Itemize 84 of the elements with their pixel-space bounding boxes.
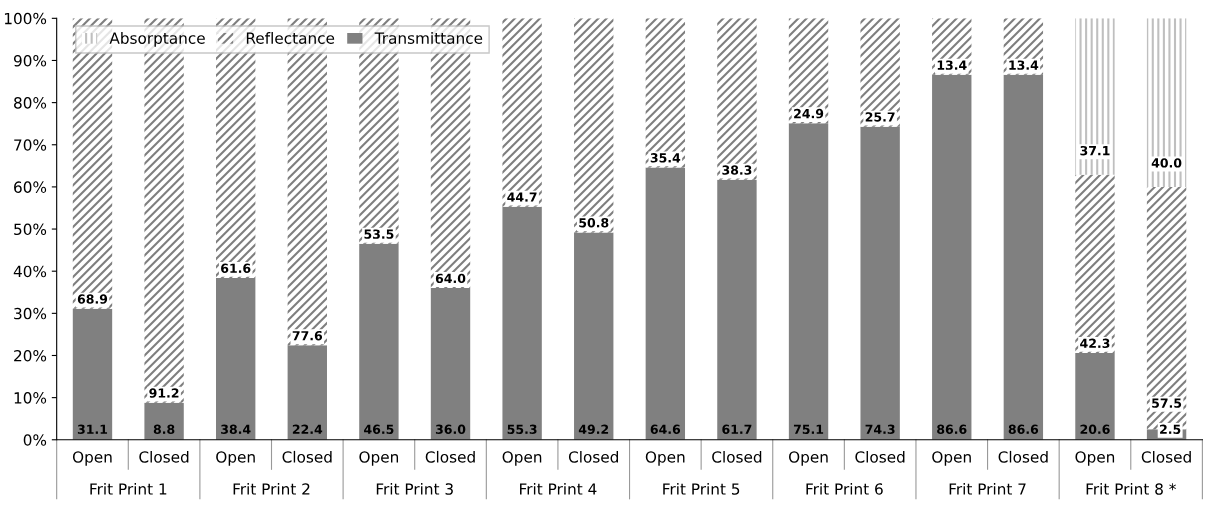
data-label: 86.6 (937, 424, 967, 434)
y-tick-label: 60% (14, 181, 47, 193)
bar (502, 18, 542, 207)
data-label: 68.9 (77, 294, 108, 304)
y-tick-label: 70% (14, 139, 47, 151)
x-tick-label: Open (216, 451, 255, 466)
text: Frit Print 7 (949, 482, 1026, 495)
bar (1075, 352, 1115, 440)
data-label: 91.2 (149, 388, 179, 398)
text: Frit Print 2 (233, 482, 310, 495)
x-tick-label: Open (1075, 451, 1115, 466)
data-label: 64.0 (435, 273, 466, 284)
y-tick-label: 10% (14, 392, 47, 404)
bar (645, 18, 686, 168)
data-label: 25.7 (865, 112, 895, 122)
legend-label: Transmittance (374, 32, 483, 44)
bar (1146, 18, 1187, 187)
bar (788, 18, 829, 124)
x-tick-label: Open (502, 451, 542, 466)
text: Frit Print 4 (520, 482, 597, 495)
x-tick-label: Open (72, 451, 112, 466)
y-tick-label: 50% (14, 223, 47, 236)
bar (788, 123, 829, 440)
x-tick-label: Closed (139, 450, 189, 463)
y-tick-label: 40% (13, 265, 47, 278)
data-label: 75.1 (793, 424, 824, 434)
data-label: 49.2 (578, 424, 609, 434)
text: Frit Print 8 * (1086, 482, 1176, 495)
legend-label: Absorptance (109, 32, 205, 47)
y-tick-label: 20% (14, 349, 47, 362)
data-label: 38.3 (722, 165, 752, 175)
data-label: 44.7 (507, 192, 537, 202)
x-tick-label: Closed (998, 450, 1048, 463)
bar (574, 18, 614, 233)
data-label: 40.0 (1151, 158, 1182, 168)
bar (717, 18, 757, 180)
data-label: 22.4 (292, 424, 323, 434)
data-label: 38.4 (221, 424, 251, 434)
data-label: 86.6 (1008, 424, 1039, 434)
data-label: 36.0 (435, 424, 466, 434)
x-tick-label: Closed (568, 450, 618, 463)
text: Frit Print 1 (90, 482, 167, 495)
text: Frit Print 3 (376, 482, 453, 495)
data-label: 55.3 (507, 424, 537, 434)
x-tick-label: Closed (425, 450, 475, 463)
data-label: 61.7 (722, 424, 752, 434)
x-tick-label: Closed (1141, 450, 1191, 463)
data-label: 13.4 (1009, 60, 1039, 70)
data-label: 35.4 (650, 153, 681, 163)
y-tick-label: 30% (14, 307, 47, 320)
bar (1075, 174, 1115, 353)
data-label: 74.3 (865, 424, 895, 434)
data-label: 31.1 (77, 424, 108, 434)
x-tick-label: Open (932, 451, 971, 466)
data-label: 61.6 (221, 263, 251, 273)
data-label: 46.5 (364, 424, 394, 434)
data-label: 37.1 (1080, 145, 1110, 156)
x-tick-label: Closed (712, 450, 762, 463)
y-tick-label: 100% (4, 12, 47, 25)
x-tick-label: Open (645, 451, 685, 466)
data-label: 64.6 (650, 424, 681, 434)
bar (1075, 18, 1115, 175)
data-label: 13.4 (937, 60, 967, 70)
data-label: 24.9 (794, 108, 824, 119)
x-tick-label: Closed (855, 450, 905, 463)
x-tick-label: Open (789, 451, 828, 466)
data-label: 53.5 (364, 229, 394, 239)
x-tick-label: Closed (282, 450, 332, 463)
data-label: 20.6 (1080, 424, 1110, 434)
text: Frit Print 6 (806, 482, 883, 495)
text: Frit Print 5 (663, 482, 740, 495)
x-tick-label: Open (359, 451, 399, 466)
legend-label: Reflectance (246, 32, 335, 44)
bar (860, 18, 900, 127)
bar (430, 288, 471, 440)
y-tick-label: 0% (23, 434, 47, 446)
data-label: 50.8 (579, 218, 609, 228)
y-tick-label: 90% (13, 54, 47, 67)
data-label: 42.3 (1080, 338, 1110, 349)
data-label: 57.5 (1152, 398, 1182, 408)
data-label: 77.6 (292, 330, 323, 341)
data-label: 8.8 (153, 424, 175, 434)
data-label: 2.5 (1160, 424, 1181, 434)
y-tick-label: 80% (14, 97, 47, 109)
